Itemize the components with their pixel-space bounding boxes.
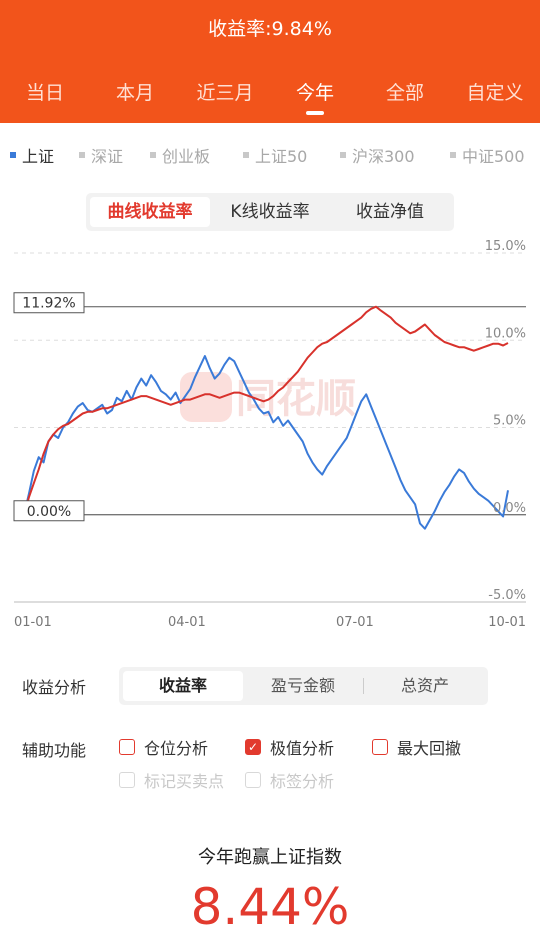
analysis-return-rate[interactable]: 收益率 — [123, 671, 243, 701]
y-axis-labels: 15.0% 10.0% 5.0% 0.0% -5.0% — [485, 240, 526, 603]
checkbox-icon — [245, 772, 261, 788]
index-label: 中证500 — [462, 147, 525, 166]
tab-custom[interactable]: 自定义 — [466, 82, 524, 104]
watermark: 同花顺 — [180, 372, 356, 422]
y-tick-label: 0.0% — [493, 501, 526, 516]
aux-label: 辅助功能 — [22, 741, 87, 760]
index-shenzhen[interactable]: 深证 — [79, 143, 123, 167]
index-label: 上证50 — [255, 147, 308, 166]
x-tick-label: 01-01 — [14, 615, 52, 630]
header-bar: 收益率:9.84% 当日 本月 近三月 今年 全部 自定义 — [0, 0, 540, 123]
index-csi300[interactable]: 沪深300 — [340, 143, 415, 167]
return-chart[interactable]: 同花顺 15.0% 10.0% 5.0% 0.0% -5.0% 01-01 04-01 07… — [0, 240, 540, 640]
analysis-profit-loss[interactable]: 盈亏金额 — [270, 676, 335, 695]
checkbox-position-analysis[interactable]: 仓位分析 — [119, 736, 208, 758]
index-selector: 上证 深证 创业板 上证50 沪深300 中证500 — [0, 143, 540, 167]
divider — [363, 678, 364, 694]
index-label: 上证 — [22, 147, 55, 166]
checkbox-extreme-analysis[interactable]: ✓ 极值分析 — [245, 736, 334, 758]
mode-kline-return[interactable]: K线收益率 — [230, 202, 310, 222]
return-rate-title: 收益率:9.84% — [208, 18, 332, 40]
max-value-label: 11.92% — [22, 296, 75, 312]
series-marker — [10, 152, 16, 158]
series-marker — [243, 152, 249, 158]
checkbox-label: 极值分析 — [270, 739, 335, 758]
checkbox-icon[interactable] — [372, 739, 388, 755]
series-marker — [450, 152, 456, 158]
summary-title: 今年跑赢上证指数 — [198, 847, 342, 868]
analysis-label: 收益分析 — [22, 678, 87, 697]
y-tick-label: -5.0% — [488, 588, 526, 603]
checkbox-label: 仓位分析 — [144, 739, 209, 758]
period-tabs: 当日 本月 近三月 今年 全部 自定义 — [0, 78, 540, 115]
index-shanghai[interactable]: 上证 — [10, 143, 54, 167]
index-label: 创业板 — [162, 147, 211, 166]
analysis-total-assets[interactable]: 总资产 — [400, 676, 449, 695]
reference-labels: 11.92% 0.00% — [13, 292, 85, 522]
x-tick-label: 07-01 — [336, 615, 374, 630]
checkbox-mark-trades: 标记买卖点 — [119, 769, 224, 791]
series-marker — [79, 152, 85, 158]
checkbox-icon — [119, 772, 135, 788]
chart-mode-selector: 曲线收益率 K线收益率 收益净值 — [86, 193, 454, 231]
check-icon[interactable]: ✓ — [245, 739, 261, 755]
x-axis-labels: 01-01 04-01 07-01 10-01 — [14, 615, 526, 630]
y-tick-label: 15.0% — [485, 240, 526, 254]
tab-this-year[interactable]: 今年 — [295, 82, 334, 104]
series-line-portfolio — [23, 305, 509, 516]
analysis-selector: 收益率 盈亏金额 总资产 — [119, 667, 488, 705]
series-marker — [150, 152, 156, 158]
x-tick-label: 10-01 — [488, 615, 526, 630]
x-tick-label: 04-01 — [168, 615, 206, 630]
summary-value: 8.44% — [190, 878, 350, 936]
tab-today[interactable]: 当日 — [25, 82, 64, 104]
active-tab-indicator — [306, 111, 324, 115]
tab-three-months[interactable]: 近三月 — [196, 82, 254, 104]
index-csi500[interactable]: 中证500 — [450, 143, 525, 167]
index-label: 沪深300 — [352, 147, 415, 166]
checkbox-tag-analysis: 标签分析 — [245, 769, 334, 791]
checkbox-label: 最大回撤 — [397, 739, 462, 758]
tab-month[interactable]: 本月 — [115, 82, 154, 104]
y-tick-label: 10.0% — [485, 326, 526, 341]
checkbox-label: 标记买卖点 — [144, 772, 225, 791]
zero-value-label: 0.00% — [27, 504, 71, 520]
checkbox-icon[interactable] — [119, 739, 135, 755]
mode-net-value[interactable]: 收益净值 — [356, 202, 424, 222]
chart-series — [23, 305, 509, 530]
max-value-label-box — [13, 292, 85, 314]
checkbox-max-drawdown[interactable]: 最大回撤 — [372, 736, 461, 758]
series-marker — [340, 152, 346, 158]
zero-value-label-box — [13, 500, 85, 522]
index-chinext[interactable]: 创业板 — [150, 143, 210, 167]
y-tick-label: 5.0% — [493, 414, 526, 429]
index-sse50[interactable]: 上证50 — [243, 143, 307, 167]
index-label: 深证 — [91, 147, 124, 166]
chart-grid — [14, 252, 526, 603]
tab-all[interactable]: 全部 — [385, 82, 424, 104]
checkbox-label: 标签分析 — [270, 772, 335, 791]
mode-curve-return[interactable]: 曲线收益率 — [90, 197, 210, 227]
